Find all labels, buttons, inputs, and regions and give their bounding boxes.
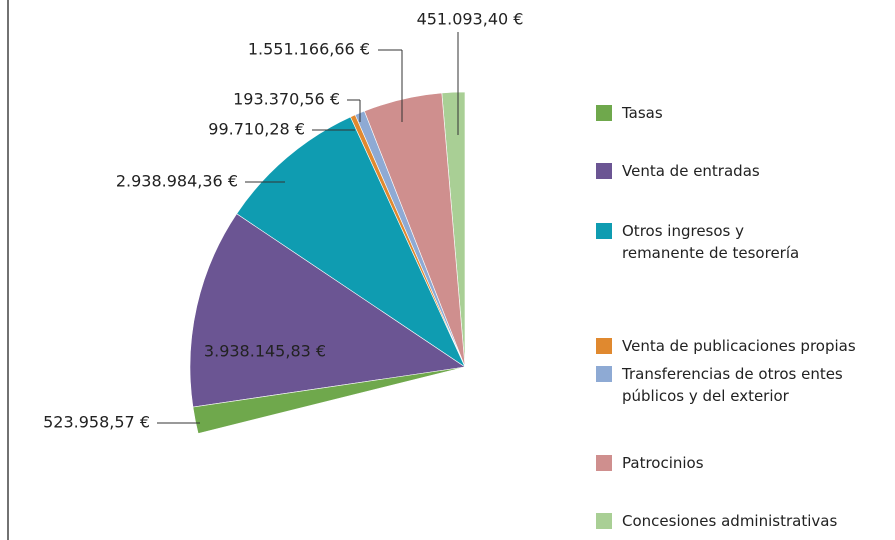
pie-slice: [189, 213, 466, 408]
value-label: 1.551.166,66 €: [248, 40, 370, 59]
legend-swatch: [596, 163, 612, 179]
legend-label: Venta de entradas: [622, 162, 760, 180]
legend-item: Transferencias de otros entes públicos y…: [596, 363, 843, 407]
legend-swatch: [596, 105, 612, 121]
value-label: 523.958,57 €: [43, 413, 150, 432]
pie-slice: [236, 116, 466, 368]
legend-label: Concesiones administrativas: [622, 512, 838, 530]
value-label: 3.938.145,83 €: [204, 342, 326, 361]
value-label: 99.710,28 €: [208, 120, 305, 139]
legend-item: Concesiones administrativas: [596, 510, 837, 532]
legend-label: Tasas: [622, 104, 663, 122]
legend-label: Transferencias de otros entes públicos y…: [622, 365, 843, 405]
value-label: 2.938.984,36 €: [116, 172, 238, 191]
legend-item: Venta de entradas: [596, 160, 760, 182]
legend-item: Venta de publicaciones propias: [596, 335, 856, 357]
legend-label: Venta de publicaciones propias: [622, 337, 856, 355]
legend-label: Otros ingresos y remanente de tesorería: [622, 222, 800, 262]
legend-item: Tasas: [596, 102, 663, 124]
value-label: 193.370,56 €: [233, 90, 340, 109]
legend-swatch: [596, 513, 612, 529]
legend-item: Otros ingresos y remanente de tesorería: [596, 220, 799, 264]
legend-item: Patrocinios: [596, 452, 704, 474]
pie-slice: [192, 366, 466, 434]
legend-swatch: [596, 366, 612, 382]
legend-swatch: [596, 223, 612, 239]
legend-swatch: [596, 455, 612, 471]
legend-swatch: [596, 338, 612, 354]
value-label: 451.093,40 €: [417, 10, 524, 29]
legend-label: Patrocinios: [622, 454, 704, 472]
